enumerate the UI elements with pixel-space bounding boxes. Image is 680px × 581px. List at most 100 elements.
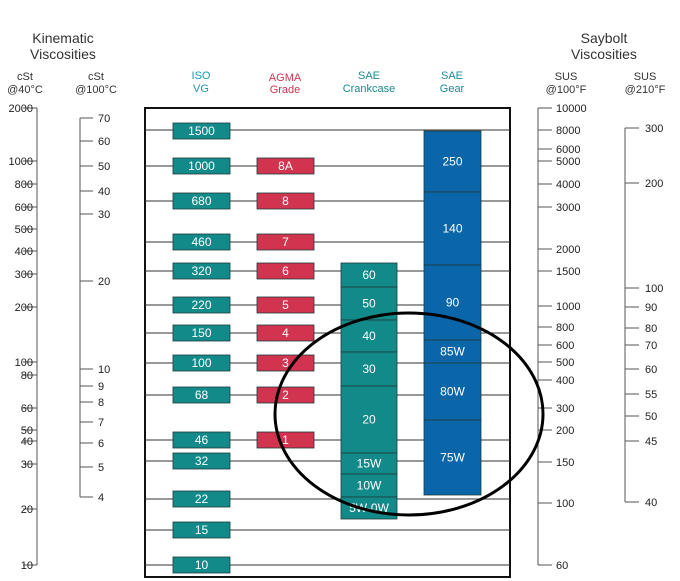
sus100-tick-label: 4000 — [556, 179, 580, 191]
agma-header-line-1: AGMA — [269, 72, 302, 84]
scale-ticks: 2000100080060050040030020010080605040302… — [9, 103, 664, 572]
cst100-tick-label: 50 — [98, 161, 110, 173]
cst40-tick-label: 1000 — [9, 156, 33, 168]
cst40-tick-label: 500 — [15, 224, 33, 236]
sae-crankcase-box-label: 15W — [357, 457, 382, 471]
sae-crankcase-box — [340, 319, 398, 353]
iso-vg-box — [172, 556, 231, 574]
sae-crankcase-box — [340, 286, 398, 321]
sus210-tick-label: 50 — [645, 411, 657, 423]
sus100-header-temp: @100°F — [546, 84, 587, 96]
sae-crankcase-box — [340, 351, 398, 387]
cst100-tick-label: 4 — [98, 492, 104, 504]
agma-grade-box — [256, 431, 315, 449]
sae-gear-box — [423, 130, 482, 193]
cst100-tick-label: 20 — [98, 276, 110, 288]
iso-vg-box — [172, 262, 231, 280]
sus100-tick-label: 1000 — [556, 301, 580, 313]
sus100-tick-label: 5000 — [556, 156, 580, 168]
grade-boxes: 150010006804603202201501006846322215108A… — [172, 122, 482, 574]
agma-grade-box — [256, 296, 315, 314]
sae-crankcase-header-line-2: Crankcase — [343, 83, 396, 95]
agma-grade-box — [256, 386, 315, 404]
iso-header-line-1: ISO — [192, 70, 211, 82]
agma-grade-box-label: 7 — [282, 235, 289, 249]
cst100-header-unit: cSt — [88, 71, 104, 83]
cst40-tick-label: 2000 — [9, 103, 33, 115]
cst40-tick-label: 40 — [21, 436, 33, 448]
sus210-tick-label: 300 — [645, 123, 663, 135]
sus100-tick-label: 60 — [556, 560, 568, 572]
sus210-tick-label: 45 — [645, 436, 657, 448]
cst40-tick-label: 20 — [21, 504, 33, 516]
highlight-ellipse — [273, 311, 545, 517]
sus210-tick-label: 200 — [645, 178, 663, 190]
iso-vg-box-label: 15 — [195, 523, 209, 537]
cst40-tick-label: 600 — [15, 202, 33, 214]
iso-vg-box — [172, 296, 231, 314]
cst100-tick-label: 9 — [98, 381, 104, 393]
iso-header-line-2: VG — [193, 83, 209, 95]
sus100-tick-label: 150 — [556, 457, 574, 469]
sus210-header-unit: SUS — [634, 71, 657, 83]
sus100-tick-label: 8000 — [556, 125, 580, 137]
sus100-tick-label: 10000 — [556, 103, 587, 115]
sus100-header-unit: SUS — [555, 71, 578, 83]
cst100-tick-label: 6 — [98, 438, 104, 450]
cst40-tick-label: 80 — [21, 370, 33, 382]
sus100-tick-label: 1500 — [556, 266, 580, 278]
cst40-tick-label: 200 — [15, 302, 33, 314]
sus100-tick-label: 100 — [556, 498, 574, 510]
cst100-tick-label: 10 — [98, 364, 110, 376]
sae-gear-box-label: 90 — [446, 296, 460, 310]
agma-grade-box-label: 4 — [282, 326, 289, 340]
sus210-tick-label: 60 — [645, 364, 657, 376]
sae-crankcase-box-label: 40 — [362, 329, 376, 343]
iso-vg-box-label: 680 — [191, 194, 211, 208]
cst100-tick-label: 40 — [98, 186, 110, 198]
iso-vg-box — [172, 452, 231, 470]
sus210-tick-label: 100 — [645, 283, 663, 295]
center-frame — [144, 107, 511, 578]
iso-vg-box — [172, 233, 231, 251]
sae-gear-box-label: 85W — [440, 345, 465, 359]
right-title-line-1: Saybolt — [581, 30, 628, 46]
sae-gear-header-line-2: Gear — [440, 83, 465, 95]
iso-vg-box-label: 22 — [195, 492, 209, 506]
iso-vg-box — [172, 521, 231, 539]
agma-grade-box — [256, 354, 315, 372]
agma-grade-box-label: 5 — [282, 298, 289, 312]
iso-vg-box — [172, 490, 231, 508]
sus100-tick-label: 3000 — [556, 202, 580, 214]
cst40-header-temp: @40°C — [7, 84, 43, 96]
sae-crankcase-box — [340, 385, 398, 454]
iso-vg-box-label: 220 — [191, 298, 211, 312]
sus100-tick-label: 300 — [556, 403, 574, 415]
sus210-tick-label: 90 — [645, 302, 657, 314]
cst40-tick-label: 60 — [21, 403, 33, 415]
agma-header-line-2: Grade — [270, 84, 301, 96]
sae-crankcase-header-line-1: SAE — [358, 70, 380, 82]
agma-grade-box-label: 6 — [282, 264, 289, 278]
sae-gear-header-line-1: SAE — [441, 70, 463, 82]
iso-vg-box-label: 150 — [191, 326, 211, 340]
agma-grade-box — [256, 233, 315, 251]
sae-gear-box — [423, 264, 482, 341]
cst100-tick-label: 7 — [98, 417, 104, 429]
iso-vg-box-label: 68 — [195, 388, 209, 402]
left-title-line-2: Viscosities — [30, 46, 96, 62]
agma-grade-box — [256, 157, 315, 175]
agma-grade-box-label: 8A — [278, 159, 293, 173]
cst40-tick-label: 30 — [21, 459, 33, 471]
sae-gear-box — [423, 362, 482, 421]
sae-gear-box — [423, 191, 482, 266]
sae-gear-box-label: 75W — [440, 451, 465, 465]
cst100-tick-label: 70 — [98, 113, 110, 125]
sae-crankcase-box-label: 50 — [362, 297, 376, 311]
iso-vg-box-label: 1500 — [188, 124, 215, 138]
sus100-tick-label: 2000 — [556, 244, 580, 256]
sus210-tick-label: 40 — [645, 497, 657, 509]
iso-vg-box — [172, 386, 231, 404]
cst100-tick-label: 30 — [98, 209, 110, 221]
